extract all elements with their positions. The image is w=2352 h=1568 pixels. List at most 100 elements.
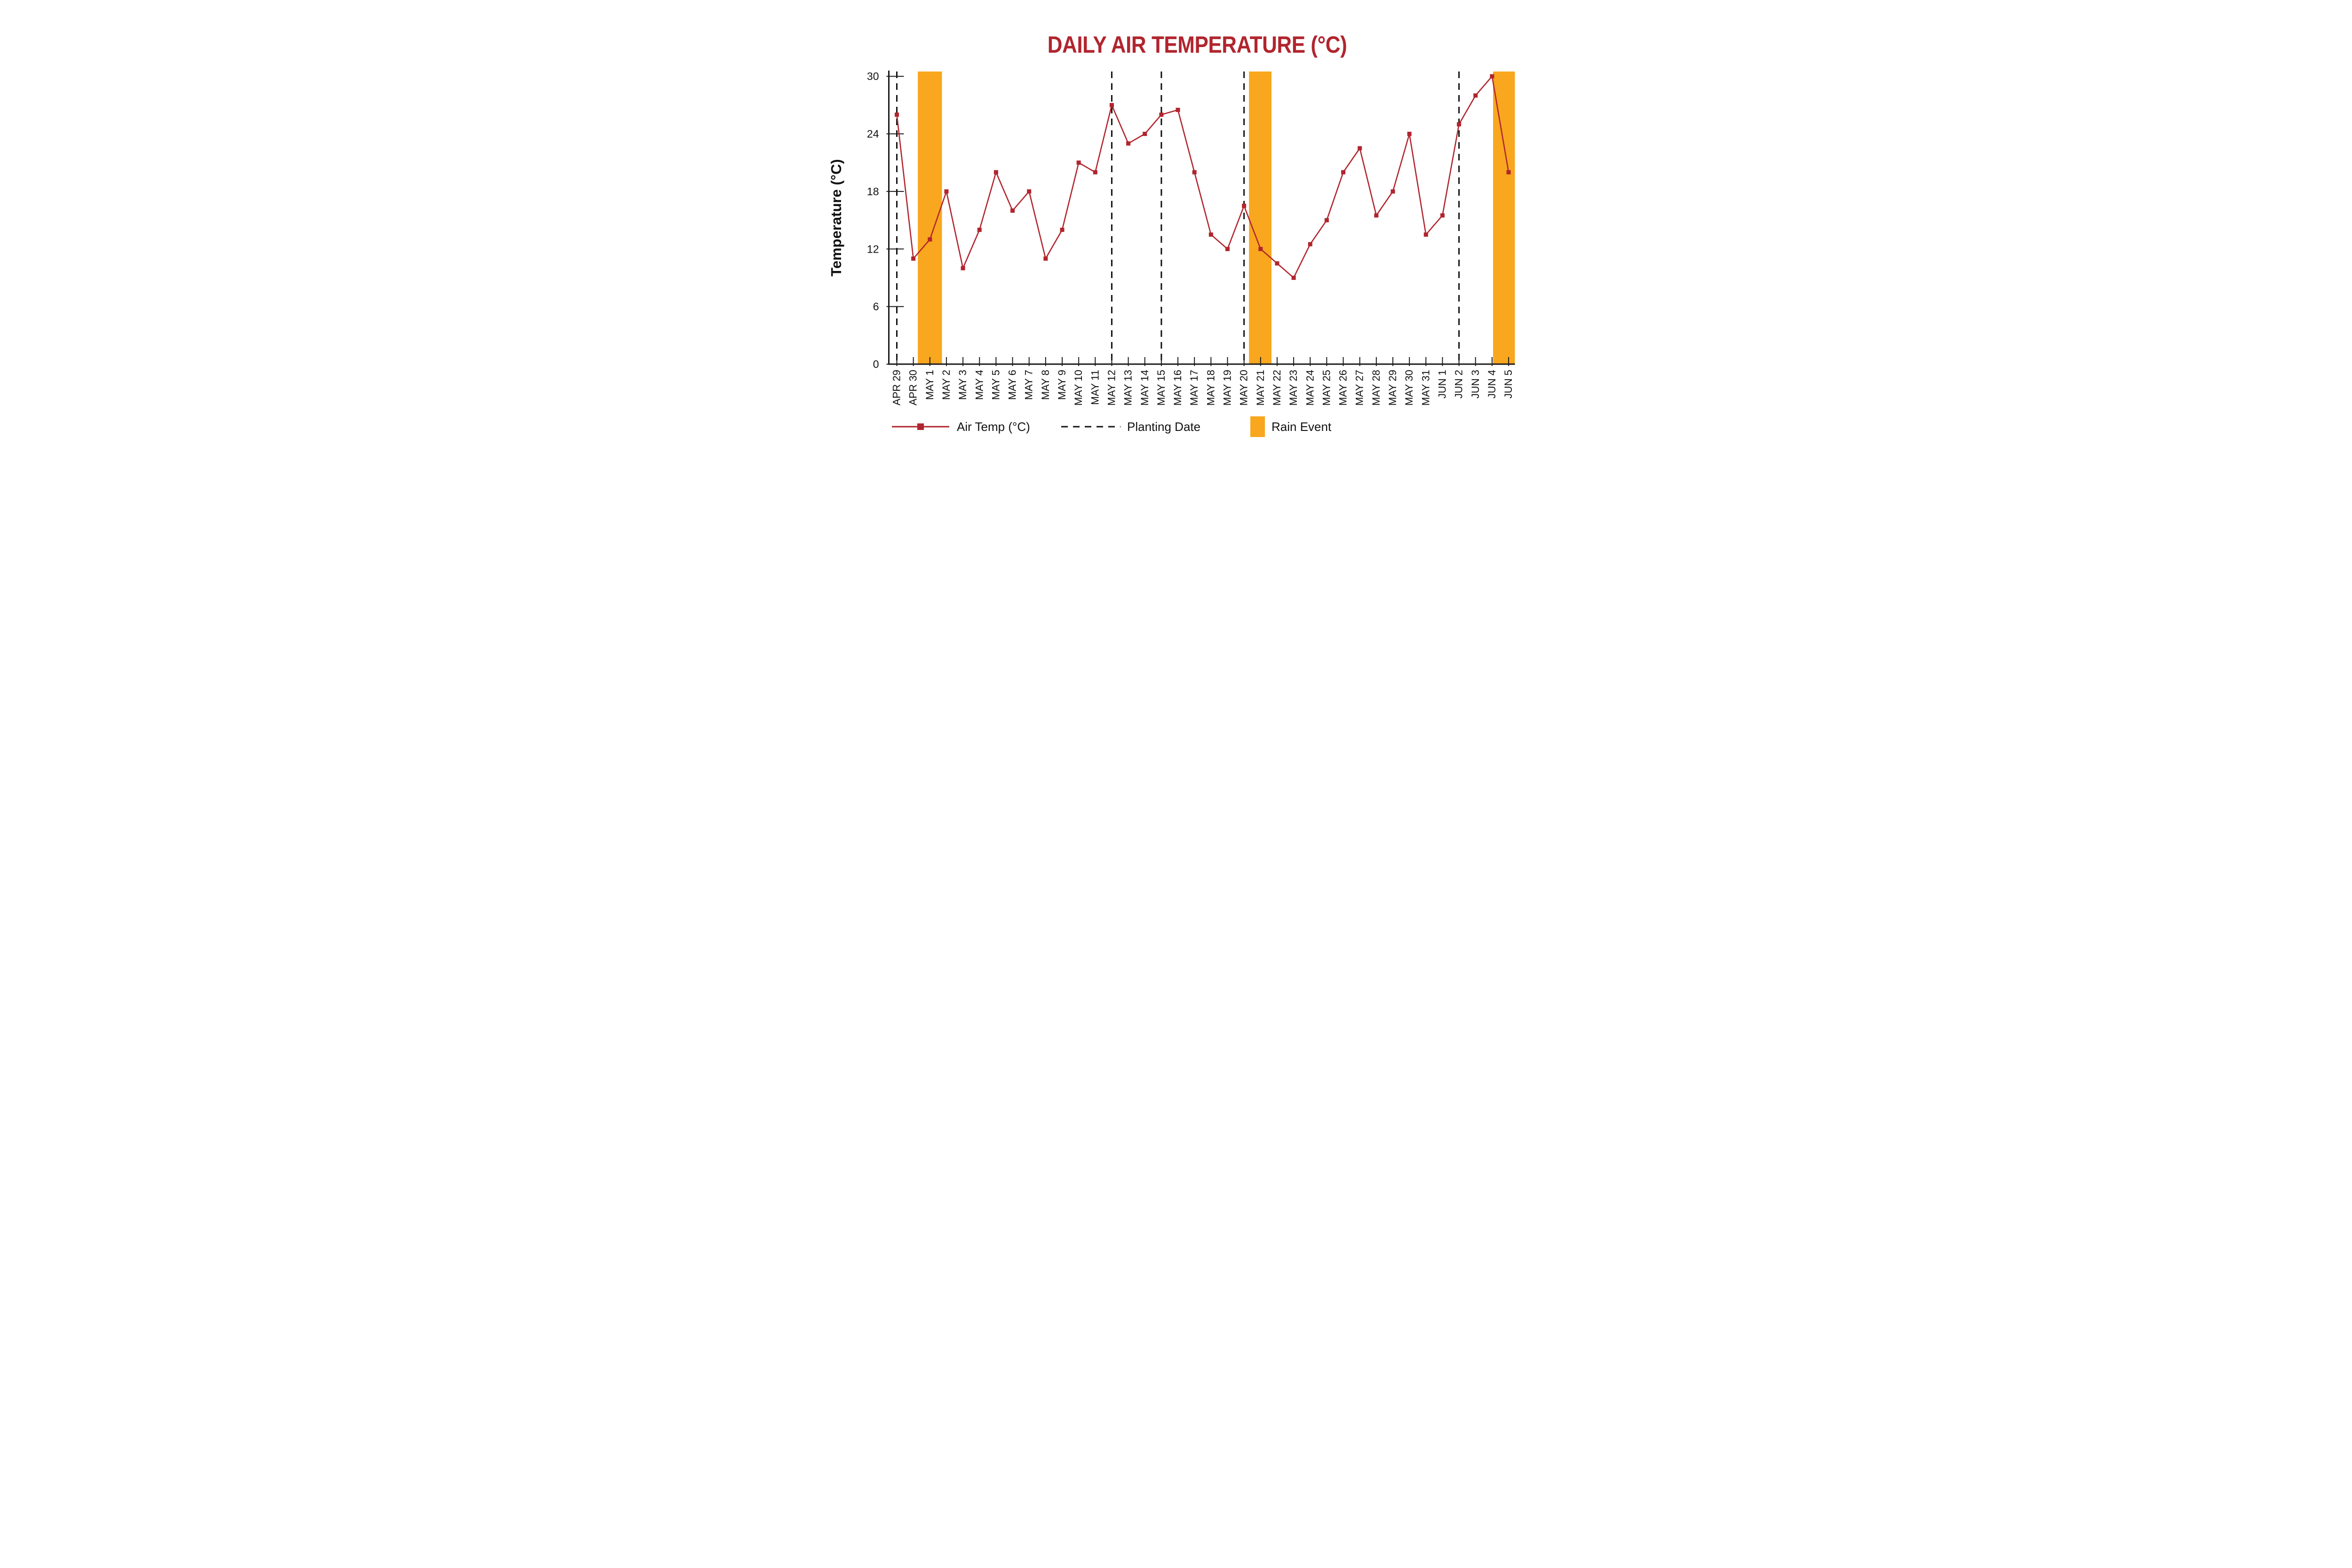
planting-date-lines <box>896 72 1460 364</box>
x-tick-label: MAY 28 <box>1370 370 1382 406</box>
data-point-marker <box>928 237 932 242</box>
data-point-marker <box>1407 132 1412 136</box>
data-point-marker <box>1027 189 1032 194</box>
y-tick-label: 18 <box>867 185 879 198</box>
data-point-marker <box>1473 93 1478 98</box>
x-tick-label: MAY 1 <box>924 370 936 400</box>
data-point-marker <box>1076 160 1081 165</box>
x-tick-label: MAY 27 <box>1354 370 1366 406</box>
figure-canvas: DAILY AIR TEMPERATURE (°C) Temperature (… <box>800 0 1552 470</box>
data-point-marker <box>1275 261 1279 266</box>
daily-air-temperature-chart: DAILY AIR TEMPERATURE (°C) Temperature (… <box>828 31 1515 437</box>
data-point-marker <box>1159 112 1164 117</box>
x-tick-label: MAY 13 <box>1122 370 1134 406</box>
y-tick-label: 12 <box>867 243 879 255</box>
data-point-marker <box>1126 141 1131 146</box>
data-point-marker <box>1043 256 1048 261</box>
x-tick-label: MAY 25 <box>1320 370 1332 406</box>
data-point-marker <box>895 112 899 117</box>
data-point-marker <box>1324 218 1329 223</box>
x-tick-label: MAY 30 <box>1403 370 1415 406</box>
legend-air-temp-marker-sample <box>917 423 924 430</box>
data-point-marker <box>977 227 982 232</box>
rain-event-bands <box>918 72 1515 364</box>
data-point-marker <box>1440 213 1445 218</box>
data-point-marker <box>1109 103 1114 107</box>
rain-event-band <box>1249 72 1271 364</box>
x-tick-label: MAY 29 <box>1387 370 1398 406</box>
data-point-marker <box>1358 146 1362 151</box>
data-point-marker <box>1308 242 1312 247</box>
x-tick-label: MAY 6 <box>1007 370 1018 400</box>
legend-air-temp-label: Air Temp (°C) <box>957 420 1030 434</box>
data-point-marker <box>1208 232 1213 237</box>
x-tick-label: MAY 17 <box>1188 370 1200 406</box>
data-point-marker <box>944 189 949 194</box>
x-tick-label: MAY 4 <box>973 370 985 400</box>
x-tick-label: MAY 20 <box>1238 370 1250 406</box>
legend-rain-event-swatch <box>1250 416 1265 437</box>
x-tick-label: MAY 9 <box>1056 370 1068 400</box>
y-axis-title: Temperature (°C) <box>828 159 844 277</box>
data-point-marker <box>911 256 916 261</box>
data-point-marker <box>1225 247 1230 251</box>
x-tick-label: MAY 22 <box>1271 370 1283 406</box>
x-tick-label: MAY 18 <box>1205 370 1216 406</box>
data-point-marker <box>1423 232 1428 237</box>
data-point-marker <box>1341 170 1346 175</box>
x-tick-label: MAY 23 <box>1287 370 1299 406</box>
data-point-marker <box>1291 275 1296 280</box>
x-tick-label: JUN 2 <box>1453 370 1465 398</box>
air-temp-series <box>895 74 1511 280</box>
data-point-marker <box>1242 204 1247 208</box>
air-temp-line <box>896 75 1510 279</box>
rain-event-band <box>1493 72 1515 364</box>
x-tick-label: MAY 5 <box>990 370 1001 400</box>
data-point-marker <box>1192 170 1197 175</box>
x-tick-label: MAY 24 <box>1304 370 1316 406</box>
x-tick-label: MAY 19 <box>1222 370 1233 406</box>
data-point-marker <box>1457 122 1462 127</box>
data-point-marker <box>1010 208 1015 213</box>
data-point-marker <box>1391 189 1395 194</box>
x-tick-label: MAY 12 <box>1105 370 1117 406</box>
x-tick-label: MAY 8 <box>1040 370 1051 400</box>
x-tick-label: MAY 2 <box>940 370 952 400</box>
y-tick-label: 24 <box>867 128 879 140</box>
legend-planting-date-label: Planting Date <box>1127 420 1200 434</box>
data-point-marker <box>1374 213 1379 218</box>
data-point-marker <box>1093 170 1097 175</box>
x-tick-label: MAY 7 <box>1023 370 1035 400</box>
x-tick-label: JUN 3 <box>1470 370 1481 398</box>
y-tick-label: 6 <box>873 301 879 313</box>
data-point-marker <box>1060 227 1065 232</box>
legend: Air Temp (°C) Planting Date Rain Event <box>892 416 1332 437</box>
x-tick-label: MAY 21 <box>1255 370 1266 406</box>
x-tick-label: APR 29 <box>891 370 903 406</box>
x-tick-label: MAY 26 <box>1337 370 1349 406</box>
data-point-marker <box>1258 247 1263 251</box>
axes: 0 6 12 18 24 30 APR 29 APR 30 MAY 1 MAY 2 MAY 3 MAY… <box>867 70 1515 406</box>
x-tick-label: JUN 4 <box>1486 370 1498 398</box>
x-tick-label: APR 30 <box>907 370 919 406</box>
x-tick-label: MAY 10 <box>1073 370 1084 406</box>
data-point-marker <box>1176 108 1180 112</box>
x-tick-label: MAY 31 <box>1420 370 1431 406</box>
x-tick-label: JUN 1 <box>1436 370 1448 398</box>
data-point-marker <box>961 266 965 271</box>
data-point-marker <box>1490 74 1494 79</box>
data-point-marker <box>1143 132 1147 136</box>
data-point-marker <box>1506 170 1511 175</box>
x-tick-label: MAY 16 <box>1172 370 1184 406</box>
legend-rain-event-label: Rain Event <box>1271 420 1332 434</box>
x-tick-label: MAY 15 <box>1155 370 1167 406</box>
x-tick-label: MAY 11 <box>1089 370 1101 405</box>
y-tick-label: 0 <box>873 358 879 370</box>
y-tick-label: 30 <box>867 70 879 82</box>
chart-title: DAILY AIR TEMPERATURE (°C) <box>1048 31 1347 57</box>
x-tick-label: MAY 14 <box>1139 370 1151 406</box>
data-point-marker <box>993 170 998 175</box>
x-tick-label: JUN 5 <box>1502 370 1514 398</box>
rain-event-band <box>918 72 942 364</box>
x-tick-label: MAY 3 <box>957 370 969 400</box>
